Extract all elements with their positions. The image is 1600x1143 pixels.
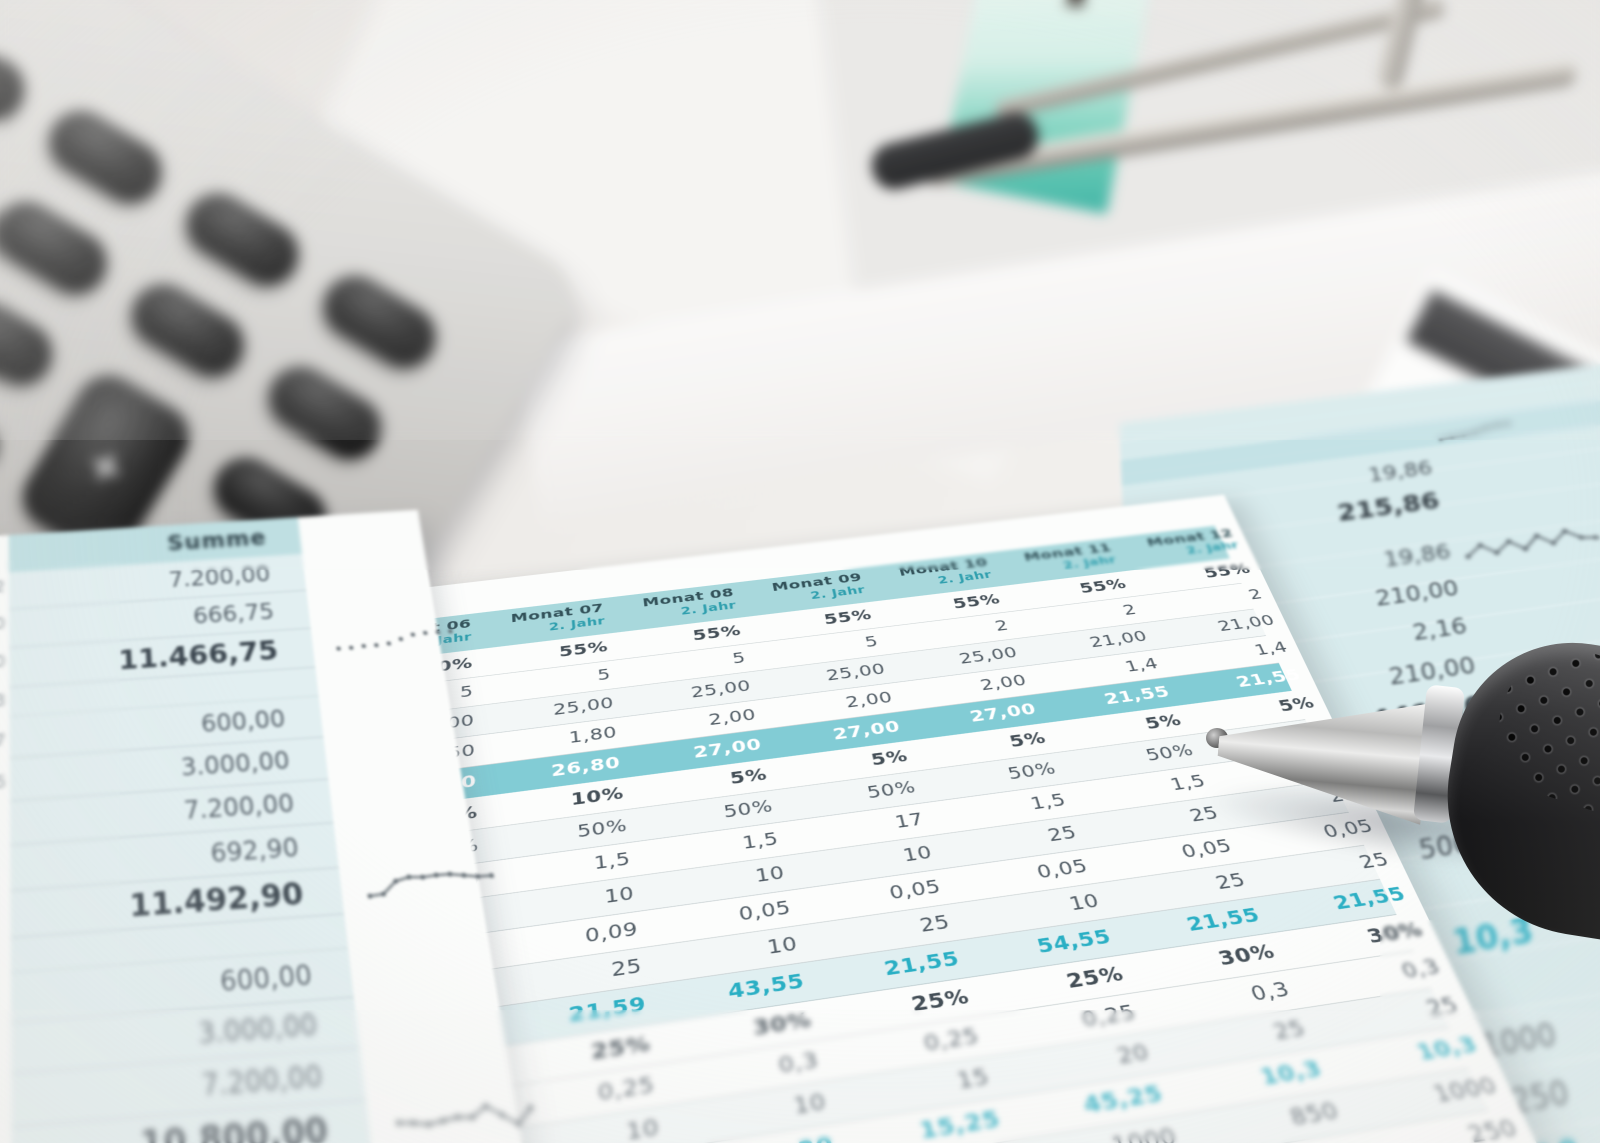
sparkline-chart [331, 625, 461, 660]
summe-panel: Summe 7.200,00 666,75 11.466,75 600,00 3.000… [9, 517, 385, 1143]
cell-value: 692,90 [209, 826, 301, 876]
desk-scene: 2012 + 19,86215,86 19,86210,002,16210,00… [0, 0, 1600, 1143]
edge-digit: 3 [0, 681, 6, 724]
sparkline-chart [1458, 521, 1600, 573]
cell-value: 7.200,00 [167, 556, 272, 599]
sparkline-chart [390, 1095, 543, 1143]
cell-value: 7.200,00 [182, 782, 296, 832]
ballpoint-pen [1140, 600, 1600, 960]
reading-glasses [860, 0, 1600, 340]
cell-value: 600,00 [218, 951, 314, 1006]
edge-digit: 2 [0, 569, 5, 609]
cell-value: 600,00 [200, 699, 288, 745]
cell-value: 666,75 [192, 593, 276, 635]
edge-digit: 7 [0, 721, 6, 766]
summe-header-label: Summe [167, 526, 268, 556]
edge-digit: 6 [0, 762, 6, 808]
edge-digit: 0 [0, 643, 5, 685]
summe-rows: 7.200,00 666,75 11.466,75 600,00 3.000,00 7.2… [9, 554, 425, 1143]
edge-digit: 0 [0, 606, 5, 647]
pen-grip-dimples [1480, 631, 1600, 866]
left-sheet-edge-column: 200376 [0, 569, 6, 808]
cell-value: 3.000,00 [179, 740, 291, 789]
cell-value: 7.200,00 [200, 1051, 325, 1111]
sparkline-chart [361, 863, 503, 905]
cell-value: 3.000,00 [197, 1000, 320, 1058]
pen-grip [1428, 626, 1600, 969]
